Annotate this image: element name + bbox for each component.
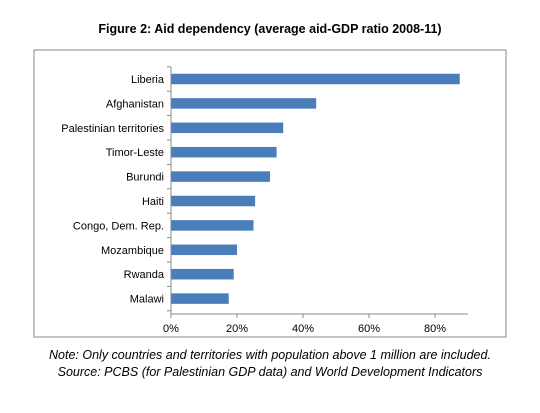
bar [171,122,284,134]
bar [171,220,254,231]
category-label: Palestinian territories [61,123,164,135]
category-label: Burundi [126,172,164,184]
chart-note: Note: Only countries and territories wit… [49,348,491,379]
bar [171,244,237,256]
bar [171,146,277,158]
chart-title: Figure 2: Aid dependency (average aid-GD… [98,22,442,36]
category-label: Congo, Dem. Rep. [73,220,164,232]
category-label: Mozambique [101,245,164,257]
x-tick-label: 0% [163,323,179,335]
bar [171,195,256,207]
category-label: Rwanda [124,269,165,281]
bar [171,293,229,304]
x-tick-label: 40% [292,323,314,335]
bar [171,73,460,85]
category-label: Malawi [130,294,164,306]
category-label: Timor-Leste [106,147,164,159]
category-label: Haiti [142,196,164,208]
bar [171,171,270,182]
x-tick-label: 80% [424,323,446,335]
bar [171,98,317,109]
plot-frame [33,49,507,338]
category-label: Liberia [131,74,165,86]
x-tick-label: 20% [226,323,248,335]
x-tick-label: 60% [358,323,380,335]
category-label: Afghanistan [106,98,164,110]
bar [171,268,234,280]
